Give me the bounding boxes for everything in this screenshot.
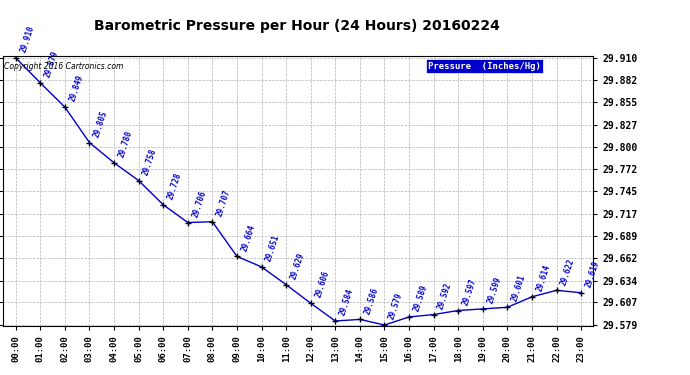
Text: Pressure  (Inches/Hg): Pressure (Inches/Hg): [428, 62, 541, 70]
Text: 29.805: 29.805: [92, 109, 110, 138]
Text: 29.586: 29.586: [363, 286, 380, 315]
Text: 29.706: 29.706: [190, 189, 208, 218]
Text: 29.707: 29.707: [215, 188, 233, 218]
Text: 29.849: 29.849: [68, 74, 85, 103]
Text: 29.619: 29.619: [584, 260, 601, 289]
Text: 29.584: 29.584: [338, 288, 355, 317]
Text: 29.622: 29.622: [560, 257, 576, 286]
Text: Barometric Pressure per Hour (24 Hours) 20160224: Barometric Pressure per Hour (24 Hours) …: [94, 19, 500, 33]
Text: Copyright 2016 Cartronics.com: Copyright 2016 Cartronics.com: [4, 62, 124, 70]
Text: 29.599: 29.599: [486, 276, 503, 305]
Text: 29.780: 29.780: [117, 129, 134, 159]
Text: 29.758: 29.758: [141, 147, 159, 176]
Text: 29.664: 29.664: [239, 223, 257, 252]
Text: 29.651: 29.651: [264, 234, 282, 263]
Text: 29.614: 29.614: [535, 264, 552, 292]
Text: 29.728: 29.728: [166, 171, 183, 201]
Text: 29.589: 29.589: [412, 284, 429, 313]
Text: 29.597: 29.597: [461, 277, 478, 306]
Text: 29.601: 29.601: [510, 274, 527, 303]
Text: 29.579: 29.579: [387, 292, 404, 321]
Text: 29.879: 29.879: [43, 50, 60, 79]
Text: 29.592: 29.592: [436, 281, 453, 310]
Text: 29.910: 29.910: [19, 24, 36, 54]
Text: 29.629: 29.629: [289, 251, 306, 280]
Text: 29.606: 29.606: [313, 270, 331, 299]
